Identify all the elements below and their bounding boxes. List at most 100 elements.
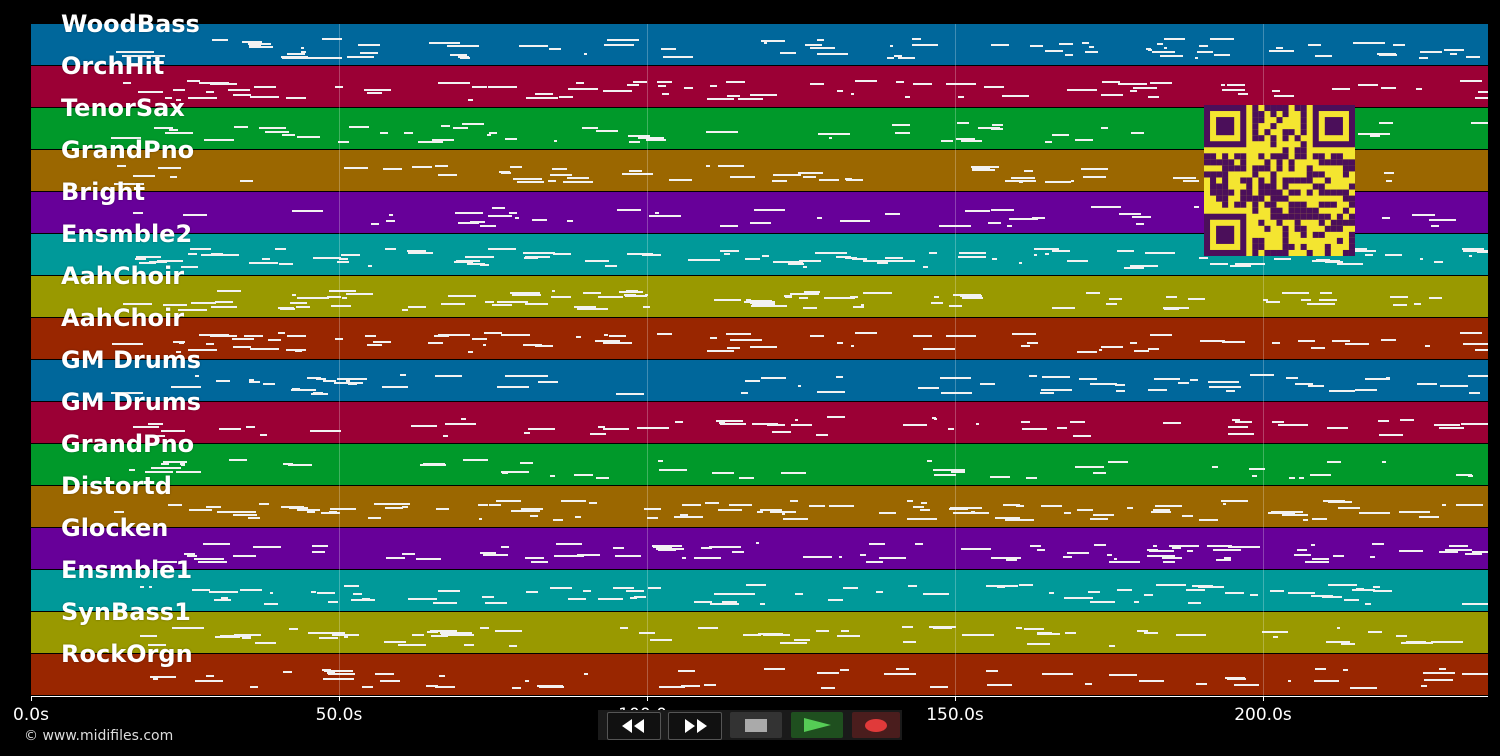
midi-note bbox=[1442, 504, 1446, 506]
midi-note bbox=[165, 97, 172, 99]
midi-note bbox=[317, 592, 335, 594]
midi-note bbox=[286, 97, 306, 99]
midi-note bbox=[785, 296, 792, 298]
midi-note bbox=[1282, 292, 1309, 294]
midi-note bbox=[1077, 351, 1097, 353]
midi-note bbox=[1173, 177, 1196, 179]
midi-note bbox=[761, 377, 786, 379]
midi-note bbox=[752, 303, 775, 305]
midi-note bbox=[1469, 255, 1472, 257]
stop-button[interactable] bbox=[730, 712, 782, 738]
midi-note bbox=[1359, 512, 1390, 514]
midi-note bbox=[1434, 424, 1460, 426]
midi-note bbox=[931, 302, 943, 304]
midi-note bbox=[1249, 468, 1265, 470]
midi-note bbox=[349, 126, 369, 128]
midi-note bbox=[187, 555, 197, 557]
midi-note bbox=[1107, 554, 1112, 556]
midi-note bbox=[149, 261, 167, 263]
midi-note bbox=[402, 506, 408, 508]
midi-note bbox=[1102, 81, 1120, 83]
midi-note bbox=[714, 299, 741, 301]
midi-note bbox=[434, 335, 449, 337]
midi-note bbox=[123, 51, 154, 53]
midi-note bbox=[1370, 135, 1380, 137]
midi-note bbox=[567, 177, 589, 179]
midi-note bbox=[962, 297, 983, 299]
midi-note bbox=[773, 261, 789, 263]
midi-note bbox=[850, 296, 858, 298]
midi-note bbox=[133, 426, 159, 428]
rewind-button[interactable] bbox=[607, 712, 661, 740]
midi-note bbox=[548, 180, 556, 182]
midi-note bbox=[1199, 45, 1208, 47]
midi-note bbox=[1278, 424, 1308, 426]
midi-note bbox=[549, 48, 561, 50]
midi-note bbox=[523, 252, 555, 254]
midi-note bbox=[1030, 45, 1043, 47]
midi-note bbox=[1382, 461, 1386, 463]
midi-note bbox=[991, 128, 1003, 130]
midi-note bbox=[1162, 557, 1182, 559]
midi-note bbox=[730, 176, 755, 178]
midi-note bbox=[1370, 556, 1375, 558]
midi-note bbox=[790, 500, 798, 502]
track-lane bbox=[31, 402, 1488, 443]
midi-note bbox=[722, 601, 737, 603]
midi-note bbox=[524, 257, 538, 259]
midi-note bbox=[584, 673, 588, 675]
midi-note bbox=[1449, 545, 1468, 547]
fast-forward-button[interactable] bbox=[668, 712, 722, 740]
midi-note bbox=[726, 333, 745, 335]
midi-note bbox=[480, 627, 489, 629]
midi-note bbox=[841, 630, 849, 632]
midi-note bbox=[478, 504, 488, 506]
midi-note bbox=[487, 134, 491, 136]
midi-note bbox=[1289, 477, 1295, 479]
midi-note bbox=[681, 685, 700, 687]
midi-note bbox=[1268, 512, 1295, 514]
midi-note bbox=[1148, 348, 1159, 350]
midi-note bbox=[637, 427, 669, 429]
midi-note bbox=[123, 82, 131, 84]
record-button[interactable] bbox=[852, 712, 900, 738]
play-button[interactable] bbox=[791, 712, 843, 738]
midi-note bbox=[289, 507, 308, 509]
midi-note bbox=[992, 258, 997, 260]
midi-note bbox=[203, 543, 230, 545]
track-name: GrandPno bbox=[61, 136, 195, 164]
axis-tick bbox=[647, 696, 648, 701]
midi-note bbox=[1235, 421, 1252, 423]
midi-note bbox=[727, 95, 740, 97]
midi-note bbox=[718, 165, 744, 167]
track-lane bbox=[31, 570, 1488, 611]
midi-note bbox=[301, 51, 306, 53]
midi-note bbox=[1399, 511, 1430, 513]
midi-note bbox=[1346, 250, 1376, 252]
midi-note bbox=[509, 212, 517, 214]
midi-note bbox=[710, 337, 717, 339]
midi-note bbox=[234, 126, 248, 128]
midi-note bbox=[501, 172, 511, 174]
midi-note bbox=[933, 469, 965, 471]
midi-note bbox=[1252, 475, 1257, 477]
midi-note bbox=[1086, 292, 1100, 294]
midi-note bbox=[418, 141, 443, 143]
midi-note bbox=[497, 386, 529, 388]
midi-note bbox=[866, 561, 883, 563]
midi-note bbox=[335, 338, 343, 340]
midi-note bbox=[114, 511, 124, 513]
stop-icon bbox=[745, 718, 767, 732]
midi-note bbox=[818, 133, 850, 135]
midi-note bbox=[139, 262, 156, 264]
midi-note bbox=[1114, 558, 1117, 560]
midi-note bbox=[179, 342, 184, 344]
midi-note bbox=[216, 380, 230, 382]
midi-note bbox=[188, 253, 197, 255]
midi-note bbox=[898, 57, 915, 59]
midi-note bbox=[1093, 472, 1106, 474]
midi-note bbox=[217, 511, 241, 513]
midi-note bbox=[694, 557, 718, 559]
midi-note bbox=[215, 301, 233, 303]
midi-note bbox=[170, 176, 177, 178]
